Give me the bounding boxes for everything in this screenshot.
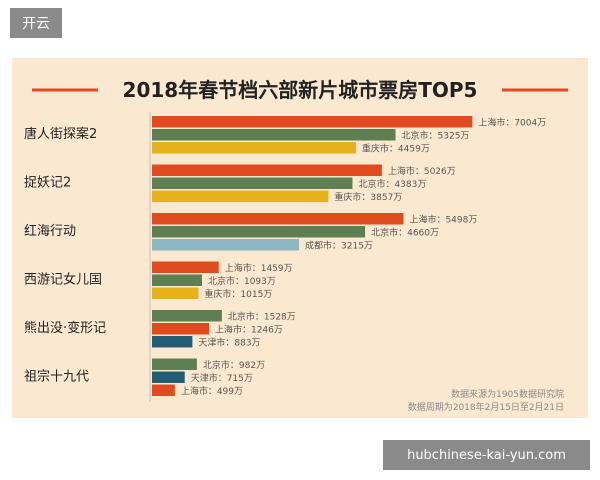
bar: [152, 384, 175, 396]
bar-value-label: 上海市：7004万: [478, 117, 546, 129]
bar: [152, 226, 366, 238]
bar-value-label: 北京市：1093万: [208, 275, 276, 287]
film-label: 西游记女儿国: [24, 272, 102, 288]
chart-panel: 2018年春节档六部新片城市票房TOP5 唐人街探案2 上海市：7004万 北京市：…: [12, 58, 588, 418]
bar-value-label: 天津市：883万: [198, 337, 260, 349]
film-label: 熊出没·变形记: [24, 320, 106, 336]
bar-value-label: 北京市：5325万: [402, 130, 470, 142]
bar-value-label: 北京市：1528万: [228, 311, 296, 323]
bar: [152, 190, 329, 202]
bar-value-label: 成都市：3215万: [305, 240, 373, 252]
bar: [152, 129, 396, 141]
bar: [152, 310, 222, 322]
film-label: 祖宗十九代: [24, 369, 89, 385]
bar-value-label: 北京市：4660万: [371, 227, 439, 239]
bar-value-label: 上海市：1246万: [215, 324, 283, 336]
bar: [152, 142, 356, 154]
film-label: 唐人街探案2: [24, 126, 97, 142]
bar: [152, 261, 219, 273]
bar: [152, 287, 199, 299]
bar-value-label: 上海市：5498万: [409, 214, 477, 226]
period-note: 数据周期为2018年2月15日至2月21日: [408, 401, 564, 413]
bar-value-label: 重庆市：3857万: [334, 191, 402, 203]
bar-value-label: 上海市：499万: [181, 385, 243, 397]
site-tag: 开云: [10, 8, 62, 38]
bar-value-label: 上海市：1459万: [225, 262, 293, 274]
film-label: 捉妖记2: [24, 176, 71, 191]
bar-value-label: 北京市：4383万: [358, 178, 426, 190]
bar: [152, 164, 382, 176]
bar-value-label: 重庆市：1015万: [204, 288, 272, 300]
bar-value-label: 北京市：982万: [203, 359, 265, 371]
bar: [152, 213, 404, 225]
bar: [152, 116, 473, 128]
bar: [152, 274, 202, 286]
bar-value-label: 重庆市：4459万: [362, 143, 430, 155]
bar: [152, 336, 193, 348]
bar: [152, 323, 209, 335]
bar-value-label: 上海市：5026万: [388, 165, 456, 177]
bar: [152, 239, 300, 251]
bar: [152, 371, 185, 383]
bar: [152, 358, 197, 370]
bar-value-label: 天津市：715万: [191, 372, 253, 384]
site-link[interactable]: hubchinese-kai-yun.com: [383, 440, 590, 470]
film-label: 红海行动: [24, 223, 76, 239]
box-office-chart: 2018年春节档六部新片城市票房TOP5 唐人街探案2上海市：7004万北京市：…: [24, 78, 568, 413]
source-note: 数据来源为1905数据研究院: [451, 388, 564, 400]
chart-title: 2018年春节档六部新片城市票房TOP5: [123, 78, 478, 102]
bar: [152, 177, 353, 189]
